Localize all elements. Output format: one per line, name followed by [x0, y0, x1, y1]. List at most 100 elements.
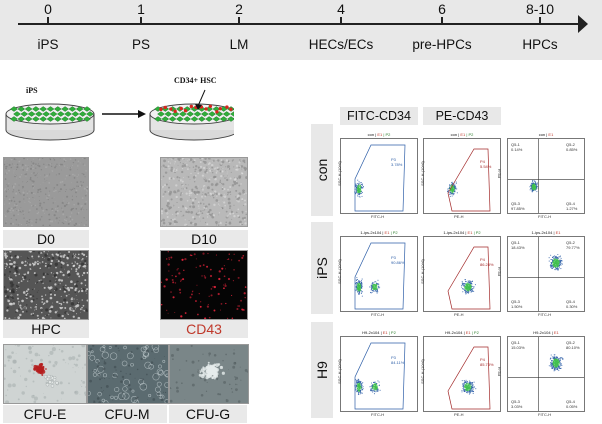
flow-y-axis-label: SSC-H (10^6) — [336, 359, 342, 384]
timeline-day-8-10: 8-10 — [525, 1, 555, 17]
quadrant-label: Q5-4 0.05% — [566, 399, 578, 409]
row-label-h9: H9 — [311, 322, 333, 418]
micro-cfu-m — [85, 342, 171, 406]
flow-x-axis-label: FITC-H — [371, 412, 385, 417]
flow-plot-canvas — [447, 346, 491, 410]
gate-p3 — [354, 242, 406, 310]
timeline-day-1: 1 — [137, 1, 145, 17]
flow-plot-h9-3: H9-2x104 | E1 Q5-1 15.03% Q5-2 80.10% Q5-3 3.0… — [496, 330, 585, 417]
flow-x-axis-label: FITC-H — [371, 214, 385, 219]
label-hpc: HPC — [3, 320, 89, 338]
flow-y-axis-label: SSC-H (10^6) — [336, 259, 342, 284]
quadrant-label: Q5-2 79.77% — [566, 240, 580, 250]
flow-y-axis-label: SSC-H (10^6) — [419, 359, 425, 384]
flow-plot-canvas — [447, 246, 491, 310]
flow-plot-canvas — [354, 242, 406, 310]
gate-label: P3 3.78% — [391, 157, 403, 167]
quadrant-label: Q5-3 3.03% — [511, 399, 523, 409]
dish-label-hsc: CD34+ HSC — [174, 76, 217, 85]
gate-label: P4 86.28% — [480, 257, 494, 267]
flow-x-axis-label: FITC-H — [538, 312, 552, 317]
flow-y-axis-label: PE-H — [496, 168, 502, 179]
flow-x-axis-label: FITC-H — [538, 214, 552, 219]
timeline-day-6: 6 — [438, 1, 446, 17]
flow-plot-canvas — [354, 342, 406, 410]
quadrant-label: Q5-2 80.10% — [566, 340, 580, 350]
timeline-stage-prehpcs: pre-HPCs — [412, 37, 472, 52]
label-cfu-e: CFU-E — [3, 405, 87, 423]
micro-cd43 — [160, 250, 248, 320]
flow-plot-h9-1: H9-2x104 | E1 | P2 P3 84.11% FITC-H SSC-H (1… — [336, 330, 418, 417]
row-label-ips: iPS — [311, 222, 333, 314]
flow-plot-con-3: con | E1 Q5-1 0.14% Q5-2 0.85% Q5-3 97.85% Q5-4… — [496, 132, 585, 219]
timeline-day-4: 4 — [337, 1, 345, 17]
flow-y-axis-label: PE-H — [496, 366, 502, 377]
timeline-stage-hpcs: HPCs — [522, 37, 558, 52]
quadrant-label: Q5-4 0.30% — [566, 299, 578, 309]
flow-plot-canvas — [354, 144, 406, 212]
flow-y-axis-label: SSC-H (10^6) — [419, 259, 425, 284]
timeline-stage-hecs: HECs/ECs — [308, 37, 374, 52]
quadrant-label: Q5-3 97.85% — [511, 201, 525, 211]
flow-y-axis-label: SSC-H (10^6) — [336, 161, 342, 186]
flow-plot-con-2: con | E1 | P2 P4 5.54% PE-H SSC-H (10^6) — [419, 132, 501, 219]
flow-plot-ips-3: 1-ips-2x104 | E1 Q5-1 18.43% Q5-2 79.77% Q5-3… — [496, 230, 585, 317]
label-cfu-g: CFU-G — [169, 405, 247, 423]
quadrant-label: Q5-4 1.27% — [566, 201, 578, 211]
gate-p4 — [447, 246, 491, 310]
micro-cfu-g — [169, 344, 249, 404]
flow-x-axis-label: FITC-H — [538, 412, 552, 417]
flow-plot-title: con | E1 | P2 — [450, 132, 474, 137]
quadrant-label: Q5-3 1.50% — [511, 299, 523, 309]
dish-label-ips: iPS — [26, 86, 38, 95]
ips-dish — [5, 103, 95, 141]
micro-d0 — [3, 157, 89, 227]
timeline-day-2: 2 — [235, 1, 243, 17]
flow-plot-ips-1: 1-ips-2x104 | E1 | P2 P3 90.86% FITC-H SSC-H… — [336, 230, 418, 317]
micro-cfu-e — [3, 343, 88, 405]
flow-plot-title: 1-ips-2x104 | E1 | P2 — [443, 230, 481, 235]
flow-plot-title: con | E1 | P2 — [367, 132, 391, 137]
flow-x-axis-label: PE-H — [454, 412, 464, 417]
micro-d10 — [159, 156, 248, 227]
flow-plot-canvas — [508, 139, 584, 213]
label-cd43: CD43 — [160, 320, 248, 338]
quadrant-label: Q5-1 18.43% — [511, 240, 525, 250]
timeline-axis — [18, 23, 580, 25]
col-header-pe-cd43: PE-CD43 — [423, 107, 501, 125]
flow-plot-title: con | E1 — [538, 132, 554, 137]
gate-p4 — [447, 346, 491, 410]
timeline-arrowhead — [578, 15, 588, 33]
flow-plot-title: 1-ips-2x104 | E1 — [531, 230, 561, 235]
flow-plot-canvas — [508, 337, 584, 411]
gate-p3 — [354, 342, 406, 410]
flow-plot-canvas — [446, 148, 491, 212]
gate-label: P4 5.54% — [480, 159, 492, 169]
timeline-stage-ps: PS — [131, 37, 150, 52]
flow-plot-con-1: con | E1 | P2 P3 3.78% FITC-H SSC-H (10^6) — [336, 132, 418, 219]
flow-y-axis-label: SSC-H (10^6) — [419, 161, 425, 186]
dish-schematic — [5, 89, 234, 141]
timeline-day-0: 0 — [44, 1, 52, 17]
gate-p3 — [354, 144, 406, 212]
timeline-stage-ips: iPS — [37, 37, 59, 52]
flow-plot-title: 1-ips-2x104 | E1 | P2 — [360, 230, 398, 235]
label-d10: D10 — [160, 230, 248, 248]
flow-plot-title: H9-2x104 | E1 | P2 — [445, 330, 479, 335]
row-label-con: con — [311, 124, 333, 216]
timeline-stage-lm: LM — [229, 37, 249, 52]
quadrant-label: Q5-1 15.03% — [511, 340, 525, 350]
flow-plot-h9-2: H9-2x104 | E1 | P2 P4 85.73% PE-H SSC-H (10^… — [419, 330, 501, 417]
gate-label: P4 85.73% — [480, 357, 494, 367]
flow-x-axis-label: PE-H — [454, 214, 464, 219]
label-d0: D0 — [3, 230, 89, 248]
timeline-band — [0, 0, 602, 60]
gate-p4 — [447, 148, 491, 212]
gate-label: P3 90.86% — [391, 255, 405, 265]
flow-y-axis-label: PE-H — [496, 266, 502, 277]
flow-plot-title: H9-2x104 | E1 — [533, 330, 559, 335]
flow-x-axis-label: PE-H — [454, 312, 464, 317]
hsc-dish — [149, 89, 234, 141]
micro-hpc — [3, 249, 89, 320]
flow-plot-ips-2: 1-ips-2x104 | E1 | P2 P4 86.28% PE-H SSC-H (… — [419, 230, 501, 317]
